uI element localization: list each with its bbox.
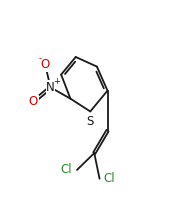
Text: Cl: Cl	[60, 163, 72, 176]
Text: S: S	[87, 115, 94, 128]
Text: O: O	[29, 95, 38, 108]
Text: N: N	[46, 81, 55, 94]
Text: -: -	[39, 54, 42, 63]
Text: +: +	[53, 77, 60, 86]
Text: O: O	[41, 58, 50, 72]
Text: Cl: Cl	[104, 172, 115, 185]
